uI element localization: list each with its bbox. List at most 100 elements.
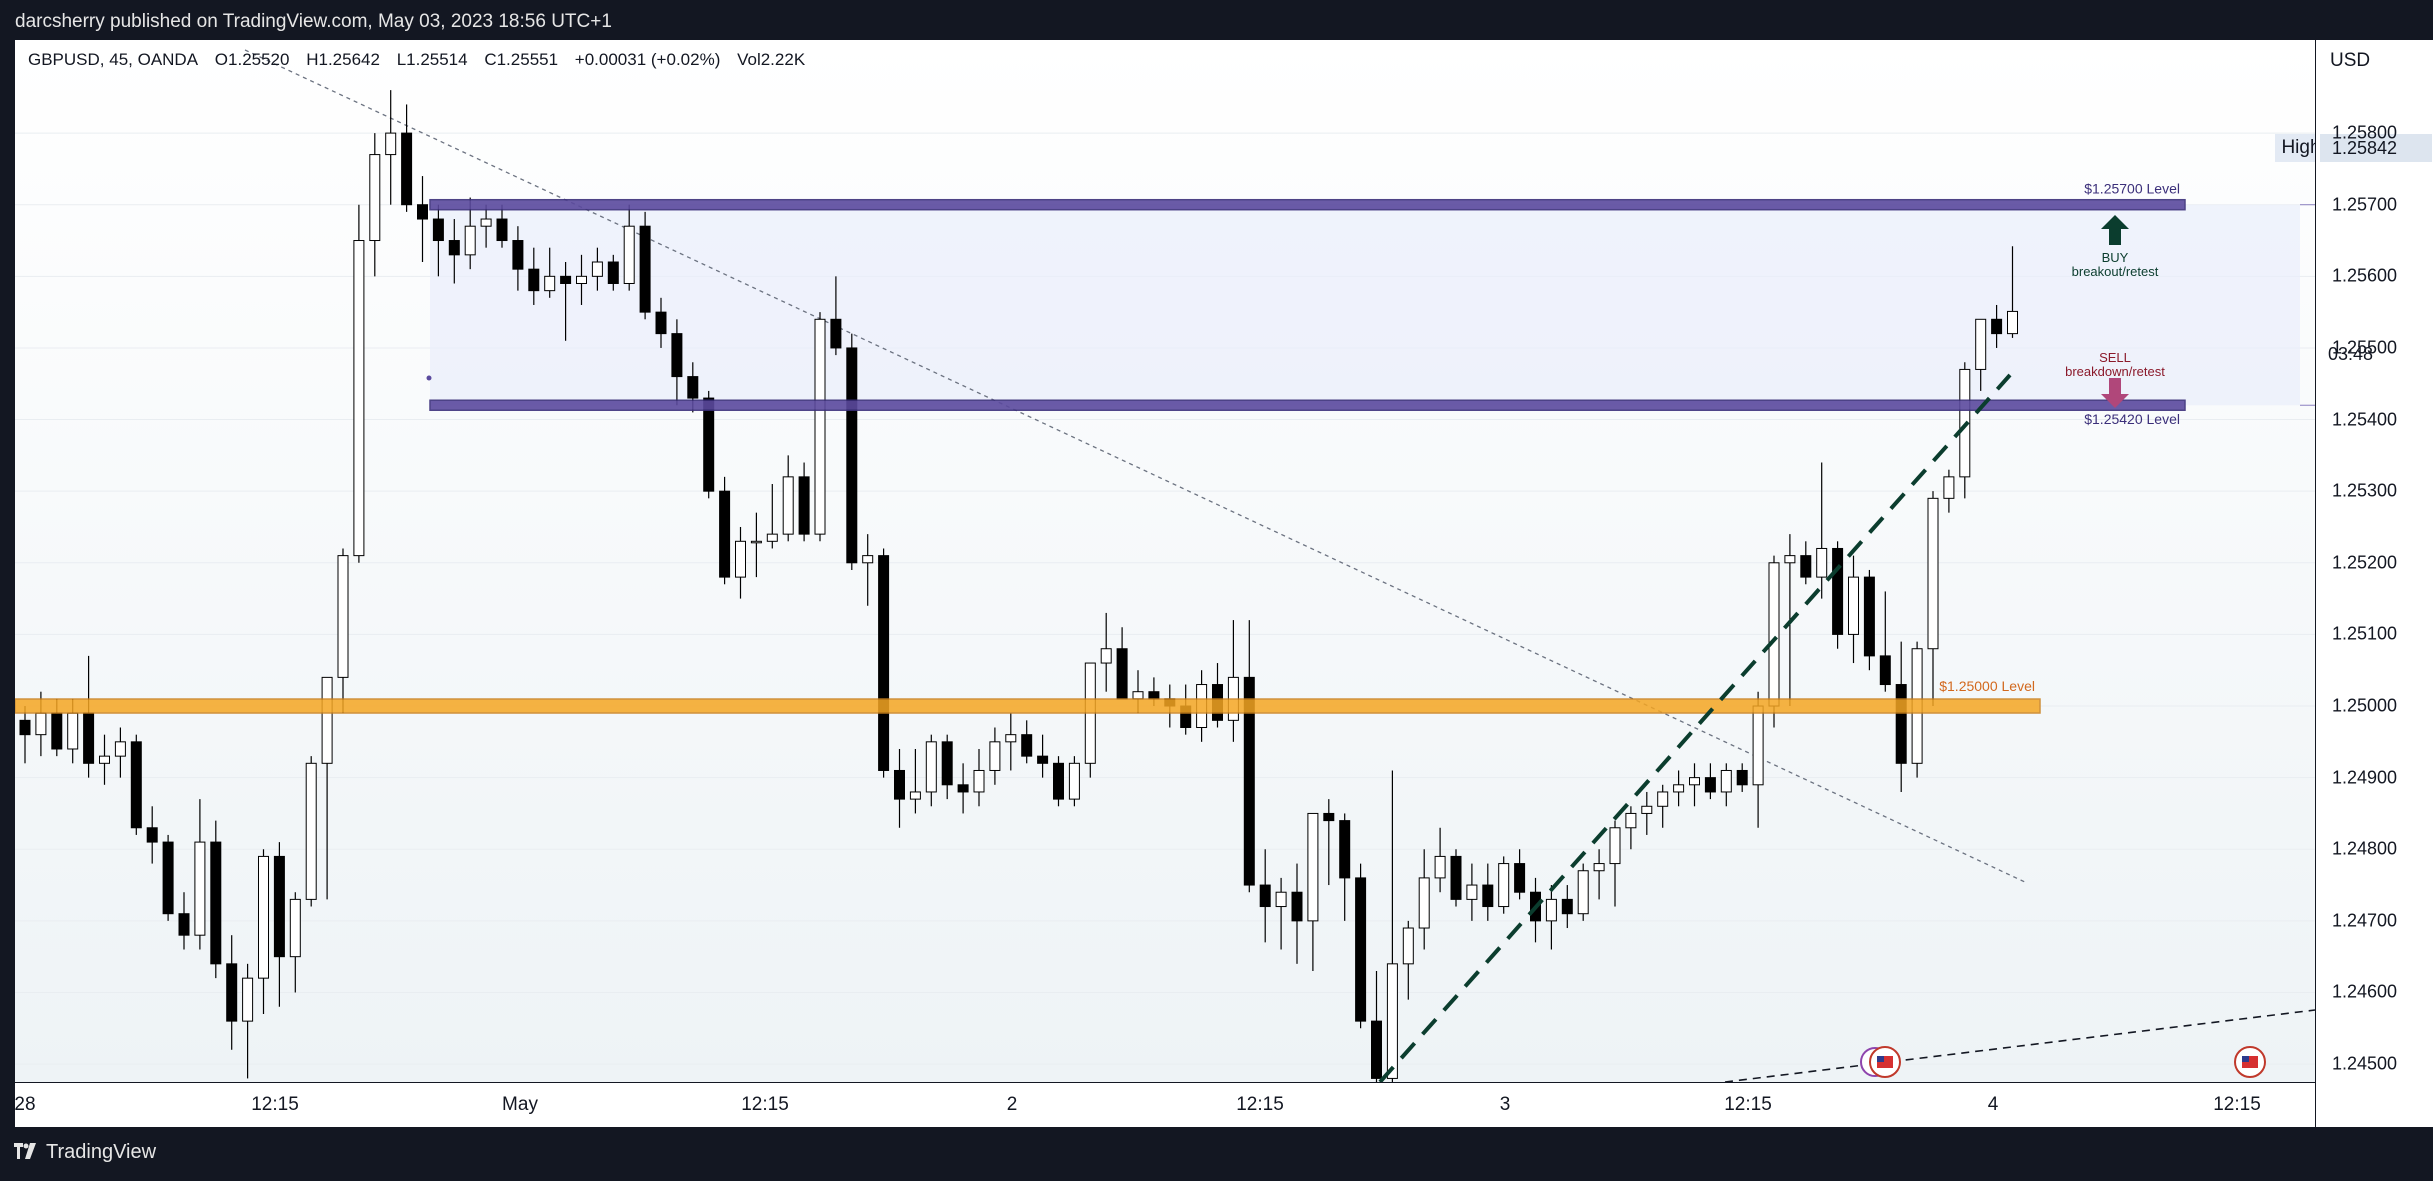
candle-body-58 bbox=[941, 741, 953, 786]
candle-body-109 bbox=[1752, 705, 1764, 786]
candle-body-96 bbox=[1545, 898, 1557, 922]
candle-body-81 bbox=[1307, 812, 1319, 922]
candle-body-54 bbox=[878, 555, 890, 771]
footer-brand[interactable]: TradingView bbox=[46, 1141, 157, 1163]
candle-body-22 bbox=[369, 154, 381, 242]
candle-body-35 bbox=[576, 275, 587, 284]
candle-body-99 bbox=[1593, 863, 1605, 872]
candle-body-47 bbox=[766, 533, 778, 542]
legend-close: C1.25551 bbox=[484, 50, 559, 69]
candle-body-26 bbox=[432, 218, 444, 242]
high-marker-label: High bbox=[2275, 134, 2315, 162]
candle-body-63 bbox=[1021, 734, 1033, 757]
time-tick-label-9: 12:15 bbox=[2213, 1094, 2261, 1115]
candle-body-62 bbox=[1005, 734, 1017, 743]
candle-body-7 bbox=[130, 741, 142, 829]
publisher-text: darcsherry published on TradingView.com,… bbox=[15, 11, 612, 32]
candle-body-28 bbox=[464, 225, 476, 256]
candle-body-87 bbox=[1402, 927, 1414, 965]
candle-body-94 bbox=[1514, 863, 1526, 893]
legend-symbol[interactable]: GBPUSD, 45, OANDA bbox=[28, 50, 199, 69]
candle-body-116 bbox=[1863, 576, 1875, 657]
sell-subtitle: breakdown/retest bbox=[2065, 364, 2165, 379]
candle-body-16 bbox=[273, 855, 285, 958]
price-tick-label-13: 1.24500 bbox=[2332, 1053, 2398, 1074]
candle-body-82 bbox=[1323, 812, 1335, 822]
candle-body-14 bbox=[242, 977, 254, 1022]
candle-body-65 bbox=[1053, 762, 1064, 800]
legend-low: L1.25514 bbox=[396, 50, 468, 69]
candle-body-56 bbox=[909, 791, 921, 800]
candle-body-92 bbox=[1482, 884, 1494, 908]
price-tick-label-6: 1.25200 bbox=[2332, 552, 2398, 573]
candle-body-48 bbox=[782, 476, 794, 535]
candle-body-4 bbox=[83, 712, 95, 764]
level-label-125000: $1.25000 Level bbox=[1939, 678, 2035, 694]
legend-volume: Vol2.22K bbox=[737, 50, 806, 69]
candle-body-2 bbox=[51, 712, 63, 750]
candle-body-124 bbox=[1991, 318, 2003, 335]
candle-body-45 bbox=[735, 540, 746, 578]
sell-arrow-icon bbox=[2101, 378, 2129, 408]
candle-body-55 bbox=[894, 769, 905, 800]
footer-bar: TradingView bbox=[0, 1127, 2433, 1181]
candle-body-52 bbox=[846, 347, 858, 564]
candle-body-114 bbox=[1832, 547, 1844, 635]
candle-body-115 bbox=[1848, 576, 1859, 635]
candle-body-111 bbox=[1784, 555, 1796, 564]
candle-body-79 bbox=[1275, 891, 1287, 908]
candle-body-91 bbox=[1466, 884, 1478, 900]
currency-label[interactable]: USD bbox=[2330, 50, 2371, 71]
candle-body-42 bbox=[687, 376, 699, 399]
candle-body-40 bbox=[655, 311, 667, 335]
candle-body-108 bbox=[1736, 769, 1748, 786]
tradingview-logo-icon bbox=[14, 1143, 36, 1159]
candle-body-21 bbox=[353, 240, 365, 557]
candle-body-71 bbox=[1148, 691, 1160, 700]
candle-body-93 bbox=[1498, 863, 1510, 908]
candle-body-46 bbox=[750, 540, 762, 544]
publisher-bar: darcsherry published on TradingView.com,… bbox=[0, 0, 2433, 40]
high-price-label: 1.25842 bbox=[2320, 134, 2432, 162]
candle-body-9 bbox=[162, 841, 174, 915]
level-zone-125420 bbox=[429, 399, 2186, 411]
candlestick-chart[interactable]: $1.25700 Level $1.25420 Level $1.25000 Lev… bbox=[15, 40, 2315, 1082]
candle-body-60 bbox=[973, 769, 985, 793]
candle-body-80 bbox=[1291, 891, 1303, 922]
price-scale[interactable]: USD 1.25842 03:48 1.25800 1.25700 1.25600 1… bbox=[2315, 40, 2433, 1127]
candle-body-3 bbox=[67, 712, 79, 750]
price-tick-label-2: 1.25600 bbox=[2332, 265, 2398, 286]
candle-body-25 bbox=[417, 204, 428, 220]
time-tick-label-2: May bbox=[502, 1094, 538, 1115]
candle-body-44 bbox=[719, 490, 731, 578]
candle-body-23 bbox=[385, 132, 397, 156]
buy-subtitle: breakout/retest bbox=[2072, 264, 2159, 279]
price-tick-label-5: 1.25300 bbox=[2332, 480, 2398, 501]
candle-body-1 bbox=[35, 712, 47, 736]
price-tick-label-10: 1.24800 bbox=[2332, 838, 2398, 859]
candle-body-68 bbox=[1100, 648, 1112, 664]
candle-body-12 bbox=[210, 841, 222, 965]
price-tick-label-9: 1.24900 bbox=[2332, 767, 2398, 788]
chart-pane[interactable]: $1.25700 Level $1.25420 Level $1.25000 Lev… bbox=[15, 40, 2315, 1082]
time-tick-label-4: 2 bbox=[1006, 1094, 1018, 1115]
candle-body-33 bbox=[544, 275, 556, 292]
candle-body-53 bbox=[862, 555, 874, 564]
bar-countdown: 03:48 bbox=[2328, 344, 2374, 364]
marker-dot bbox=[426, 375, 432, 381]
event-icon-us-2-canton bbox=[2242, 1056, 2249, 1062]
candle-body-110 bbox=[1768, 562, 1780, 707]
candle-body-85 bbox=[1371, 1020, 1382, 1079]
candle-body-107 bbox=[1720, 769, 1732, 793]
candle-body-102 bbox=[1641, 805, 1653, 814]
candle-body-89 bbox=[1434, 855, 1446, 879]
sell-title: SELL bbox=[2099, 350, 2131, 365]
candle-body-86 bbox=[1386, 963, 1398, 1079]
candle-body-17 bbox=[289, 898, 301, 958]
candle-body-100 bbox=[1609, 827, 1621, 865]
price-tick-label-11: 1.24700 bbox=[2332, 910, 2398, 931]
candle-body-123 bbox=[1975, 318, 1987, 370]
time-axis[interactable]: 28 12:15 May 12:15 2 12:15 3 12:15 4 12:15 bbox=[14, 1082, 2315, 1128]
candle-body-29 bbox=[480, 218, 492, 227]
candle-body-0 bbox=[19, 719, 31, 736]
